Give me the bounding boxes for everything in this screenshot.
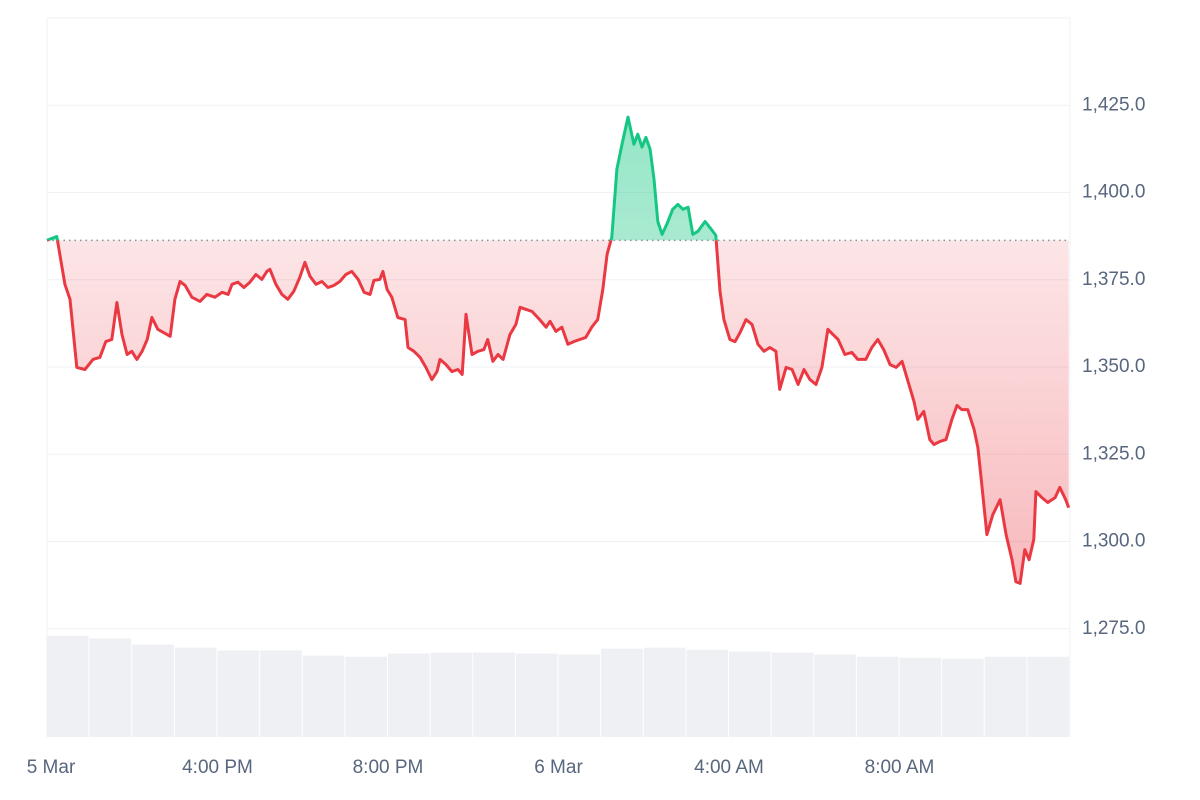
x-tick-label: 6 Mar	[534, 757, 583, 778]
volume-bar	[302, 655, 345, 737]
volume-bar	[515, 653, 558, 737]
y-tick-label: 1,300.0	[1082, 531, 1145, 552]
x-tick-label: 5 Mar	[27, 757, 76, 778]
price-line-below	[47, 240, 1071, 585]
volume-bar	[643, 647, 686, 737]
x-tick-label: 8:00 AM	[865, 757, 935, 778]
volume-bar	[686, 649, 728, 737]
volume-bar	[174, 647, 217, 737]
volume-bar	[217, 650, 260, 737]
y-tick-label: 1,350.0	[1082, 356, 1145, 377]
area-below	[47, 240, 1069, 584]
volume-bar	[601, 648, 643, 737]
volume-bar	[558, 654, 601, 737]
volume-bar	[729, 651, 771, 737]
area-above	[47, 117, 717, 241]
volume-bar	[942, 658, 984, 737]
volume-bar	[132, 644, 174, 737]
volume-bar	[345, 656, 387, 737]
volume-bar	[984, 656, 1027, 737]
y-tick-label: 1,275.0	[1082, 618, 1145, 639]
y-tick-label: 1,375.0	[1082, 269, 1145, 290]
y-tick-label: 1,325.0	[1082, 443, 1145, 464]
x-tick-label: 4:00 AM	[694, 757, 764, 778]
volume-bar	[260, 650, 302, 737]
volume-bar	[899, 657, 942, 737]
volume-bar	[856, 656, 899, 737]
volume-bar	[771, 652, 814, 737]
y-tick-label: 1,425.0	[1082, 94, 1145, 115]
volume-bar	[814, 654, 856, 737]
volume-bar	[473, 652, 515, 737]
volume-bar	[1027, 656, 1069, 737]
y-tick-label: 1,400.0	[1082, 182, 1145, 203]
x-tick-label: 4:00 PM	[182, 757, 253, 778]
volume-bar	[47, 635, 89, 737]
volume-bar	[430, 652, 473, 737]
volume-bar	[89, 638, 132, 737]
volume-bar	[388, 653, 430, 737]
x-tick-label: 8:00 PM	[353, 757, 424, 778]
